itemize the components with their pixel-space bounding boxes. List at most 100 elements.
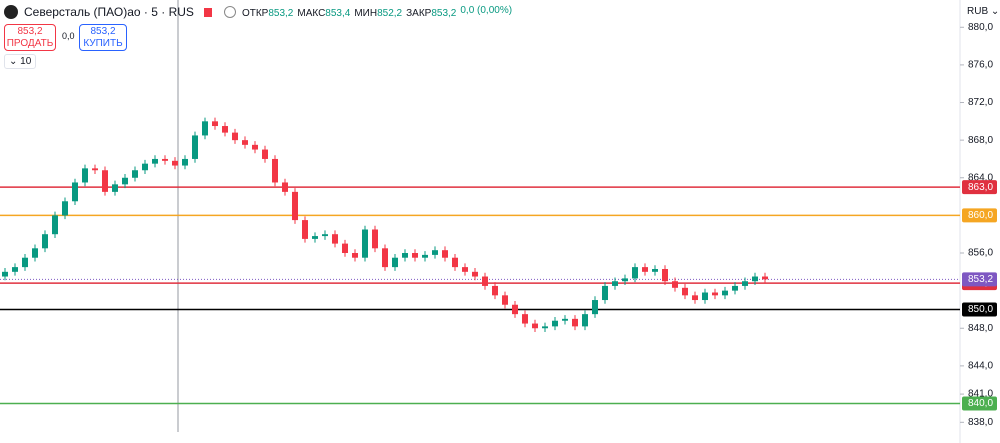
candle-body	[612, 281, 618, 286]
y-tick-label: 841,0	[968, 389, 993, 400]
candle-body	[152, 158, 158, 164]
symbol-title[interactable]: Северсталь (ПАО)ао · 5 · RUS	[24, 5, 194, 19]
sell-label: ПРОДАТЬ	[6, 38, 54, 49]
candle-body	[262, 149, 268, 159]
sell-button[interactable]: 853,2 ПРОДАТЬ	[4, 24, 56, 51]
buy-button[interactable]: 853,2 КУПИТЬ	[79, 24, 127, 51]
legend-label: МИН	[354, 8, 378, 19]
level-label: 850,0	[968, 304, 993, 315]
y-tick-label: 844,0	[968, 361, 993, 372]
candle-body	[52, 215, 58, 235]
candle-body	[552, 320, 558, 327]
legend-value: 853,4	[325, 8, 351, 19]
eye-icon[interactable]	[223, 6, 236, 18]
candle-body	[332, 234, 338, 244]
candle-body	[742, 281, 748, 286]
flag[interactable]	[203, 7, 212, 17]
candle-body	[142, 163, 148, 171]
candle-body	[252, 144, 258, 150]
legend-item: МИН852,2	[354, 5, 402, 19]
candle-body	[482, 276, 488, 286]
quantity-value: 10	[20, 56, 32, 67]
buy-price: 853,2	[90, 26, 116, 37]
candle-body	[502, 295, 508, 305]
candle-body	[322, 234, 328, 237]
candle-body	[222, 126, 228, 133]
candle-body	[602, 285, 608, 301]
legend-label: ОТКР	[241, 8, 269, 19]
legend-item: ЗАКР853,2	[406, 5, 456, 19]
candle-body	[172, 160, 178, 166]
candle-body	[452, 257, 458, 268]
level-label: 863,0	[968, 182, 993, 193]
candle-body	[272, 158, 278, 183]
candle-body	[582, 314, 588, 327]
candle-body	[92, 168, 98, 171]
candle-body	[162, 158, 168, 161]
candle-body	[182, 158, 188, 166]
candle-body	[192, 135, 198, 159]
candle-body	[732, 285, 738, 291]
last-price-label: 853,2	[968, 274, 993, 285]
candle-body	[202, 121, 208, 136]
candle-body	[392, 257, 398, 268]
candle-body	[622, 278, 628, 282]
ohlc-legend: ОТКР853,2 МАКС853,4 МИН852,2 ЗАКР853,2 0,0 (…	[242, 5, 512, 19]
y-tick-label: 864,0	[968, 172, 993, 183]
candle-body	[122, 177, 128, 185]
candle-body	[562, 318, 568, 321]
candle-body	[492, 285, 498, 296]
legend-change: 0,0 (0,00%)	[460, 5, 513, 16]
candle-body	[132, 170, 138, 178]
candle-body	[702, 292, 708, 301]
candle-body	[522, 314, 528, 324]
legend-value: 853,2	[268, 8, 294, 19]
quantity[interactable]: ⌄ 10	[4, 54, 37, 69]
candle-body	[692, 295, 698, 301]
level-tag	[962, 302, 997, 317]
candle-body	[312, 236, 318, 239]
candle-body	[762, 276, 768, 280]
y-tick-label: 872,0	[968, 97, 993, 108]
candle-body	[72, 182, 78, 202]
candle-body	[102, 170, 108, 192]
y-tick-label: 856,0	[968, 248, 993, 259]
header: Северсталь (ПАО)ао · 5 · RUS ОТКР853,2 МА…	[4, 5, 512, 19]
level-tag	[962, 396, 997, 411]
candle-body	[682, 287, 688, 296]
candle-body	[42, 234, 48, 249]
candle-body	[22, 257, 28, 268]
candle-body	[632, 267, 638, 279]
candle-body	[752, 276, 758, 282]
candle-body	[712, 292, 718, 296]
candle-body	[442, 250, 448, 258]
candle-body	[532, 323, 538, 329]
candle-body	[12, 267, 18, 272]
candle-body	[292, 191, 298, 221]
candle-body	[212, 121, 218, 127]
candle-body	[302, 220, 308, 239]
currency[interactable]: RUB ⌄	[967, 6, 1000, 17]
logo	[4, 5, 18, 19]
candle-body	[242, 140, 248, 145]
buy-label: КУПИТЬ	[83, 38, 123, 49]
legend-value: 852,2	[377, 8, 403, 19]
candle-body	[422, 254, 428, 258]
candle-body	[352, 253, 358, 258]
candle-body	[572, 318, 578, 327]
candle-body	[512, 304, 518, 315]
candle-body	[542, 326, 548, 329]
legend-item: ОТКР853,2	[242, 5, 293, 19]
candle-body	[722, 290, 728, 296]
legend-label: ЗАКР	[406, 8, 432, 19]
level-tag	[962, 180, 997, 195]
y-tick-label: 848,0	[968, 323, 993, 334]
candle-body	[592, 300, 598, 315]
legend-label: МАКС	[297, 8, 326, 19]
candle-body	[432, 250, 438, 255]
candle-body	[282, 182, 288, 192]
candle-body	[412, 253, 418, 258]
candle-body	[472, 271, 478, 277]
